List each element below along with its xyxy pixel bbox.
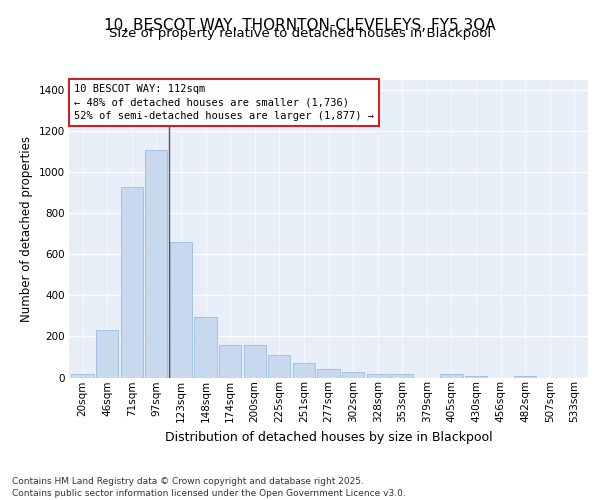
- Bar: [71, 374, 94, 378]
- Bar: [121, 186, 143, 378]
- Bar: [440, 374, 463, 378]
- X-axis label: Distribution of detached houses by size in Blackpool: Distribution of detached houses by size …: [164, 430, 493, 444]
- Text: Size of property relative to detached houses in Blackpool: Size of property relative to detached ho…: [109, 28, 491, 40]
- Bar: [244, 344, 266, 378]
- Bar: [194, 317, 217, 378]
- Text: Contains HM Land Registry data © Crown copyright and database right 2025.
Contai: Contains HM Land Registry data © Crown c…: [12, 476, 406, 498]
- Text: 10, BESCOT WAY, THORNTON-CLEVELEYS, FY5 3QA: 10, BESCOT WAY, THORNTON-CLEVELEYS, FY5 …: [104, 18, 496, 32]
- Text: 10 BESCOT WAY: 112sqm
← 48% of detached houses are smaller (1,736)
52% of semi-d: 10 BESCOT WAY: 112sqm ← 48% of detached …: [74, 84, 374, 121]
- Bar: [219, 344, 241, 378]
- Bar: [268, 356, 290, 378]
- Bar: [96, 330, 118, 378]
- Bar: [391, 374, 413, 378]
- Y-axis label: Number of detached properties: Number of detached properties: [20, 136, 33, 322]
- Bar: [342, 372, 364, 378]
- Bar: [465, 376, 487, 378]
- Bar: [293, 363, 315, 378]
- Bar: [367, 374, 389, 378]
- Bar: [317, 370, 340, 378]
- Bar: [145, 150, 167, 378]
- Bar: [170, 242, 192, 378]
- Bar: [514, 376, 536, 378]
